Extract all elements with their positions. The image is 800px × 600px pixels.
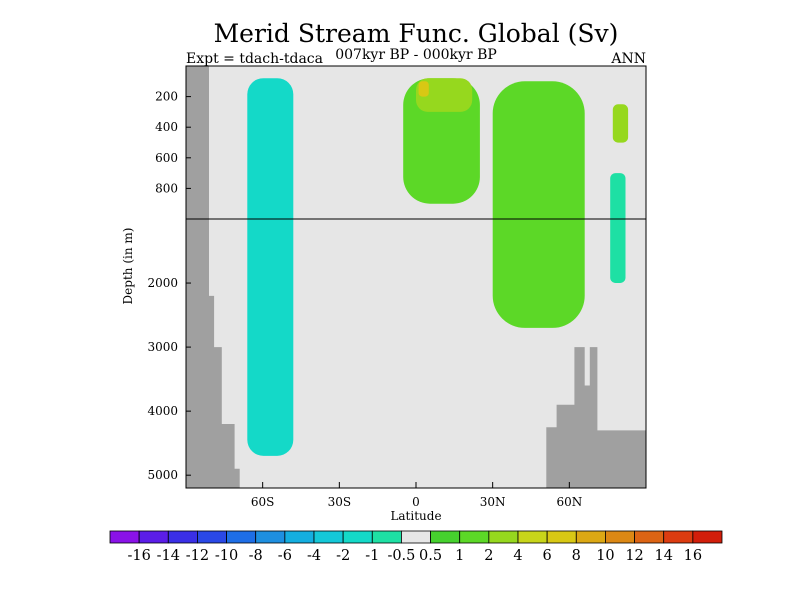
colorbar-label: 1 — [455, 548, 464, 564]
colorbar-swatch — [401, 530, 431, 544]
x-tick-label: 0 — [412, 495, 420, 509]
contour-region-arctic-negative — [610, 173, 626, 283]
colorbar-swatch — [226, 530, 257, 544]
colorbar-label: 4 — [513, 548, 522, 564]
x-axis-label: Latitude — [390, 509, 441, 523]
colorbar-label: -8 — [249, 548, 263, 564]
subtitle-right: ANN — [610, 51, 646, 67]
colorbar-label: 14 — [654, 548, 672, 564]
x-axis-ticks: 60S 30S 0 30N 60N — [251, 482, 582, 509]
contour-region-southern-cell — [247, 78, 294, 456]
y-tick-label: 3000 — [147, 340, 178, 354]
y-tick-label: 2000 — [147, 276, 178, 290]
y-axis-ticks: 200 400 600 800 2000 3000 4000 5000 — [147, 90, 191, 482]
y-tick-label: 800 — [155, 181, 178, 195]
colorbar-swatch — [342, 530, 373, 544]
land-mask — [186, 66, 646, 488]
northern-ridge-land — [546, 347, 646, 488]
colorbar-swatch — [605, 530, 635, 544]
colorbar-label: 12 — [625, 548, 643, 564]
colorbar: -16 -14 -12 -10 -8 -6 -4 -2 -1 -0.5 0.5 1 2 4 6 8 10 12 14… — [109, 530, 723, 564]
colorbar-label: 6 — [543, 548, 552, 564]
colorbar-swatch — [371, 530, 402, 544]
contour-region-northern-cell — [492, 81, 585, 328]
x-tick-label: 60N — [556, 495, 582, 509]
colorbar-swatch — [692, 530, 723, 544]
contour-region-tropical-upper-core — [416, 78, 473, 112]
x-tick-label: 60S — [251, 495, 275, 509]
colorbar-label: -4 — [307, 548, 321, 564]
colorbar-swatch — [430, 530, 461, 544]
x-tick-label: 30S — [328, 495, 352, 509]
colorbar-swatch — [138, 530, 169, 544]
y-axis-label: Depth (in m) — [121, 228, 135, 305]
contour-region-southern-cell-core — [255, 81, 263, 437]
colorbar-swatch — [197, 530, 227, 544]
x-tick-label: 30N — [480, 495, 506, 509]
colorbar-label: -1 — [365, 548, 379, 564]
colorbar-swatch — [109, 530, 140, 544]
colorbar-swatch — [313, 530, 344, 544]
subtitle-left: Expt = tdach-tdaca — [186, 51, 323, 67]
chart-title: Merid Stream Func. Global (Sv) — [214, 19, 619, 48]
colorbar-label: -6 — [278, 548, 292, 564]
colorbar-label: -14 — [157, 548, 180, 564]
subtitle-center: 007kyr BP - 000kyr BP — [335, 47, 497, 63]
colorbar-swatch — [459, 530, 490, 544]
colorbar-swatch — [634, 530, 665, 544]
colorbar-label: -0.5 — [387, 548, 415, 564]
colorbar-label: 16 — [684, 548, 702, 564]
contour-fields — [247, 78, 629, 456]
plot-area: 60S 30S 0 30N 60N 200 400 600 800 2000 3000 4000 50… — [147, 65, 647, 509]
colorbar-swatch — [284, 530, 315, 544]
colorbar-swatch — [517, 530, 548, 544]
y-tick-label: 200 — [155, 90, 178, 104]
colorbar-label: 0.5 — [419, 548, 442, 564]
colorbar-label: 8 — [572, 548, 581, 564]
colorbar-swatch — [167, 530, 198, 544]
y-tick-label: 4000 — [147, 404, 178, 418]
contour-region-tropical-max-core — [418, 81, 429, 97]
y-tick-label: 5000 — [147, 468, 178, 482]
colorbar-label: -12 — [186, 548, 209, 564]
colorbar-swatch — [663, 530, 694, 544]
colorbar-label: -10 — [215, 548, 238, 564]
y-tick-label: 400 — [155, 120, 178, 134]
contour-region-northern-upper-core — [612, 104, 629, 143]
y-tick-label: 600 — [155, 151, 178, 165]
colorbar-swatch — [488, 530, 519, 544]
colorbar-label: -2 — [336, 548, 350, 564]
colorbar-label: 10 — [596, 548, 614, 564]
colorbar-swatch — [575, 530, 606, 544]
colorbar-swatch — [546, 530, 577, 544]
antarctic-land — [186, 66, 240, 488]
colorbar-swatch — [255, 530, 286, 544]
colorbar-label: -16 — [127, 548, 150, 564]
colorbar-label: 2 — [484, 548, 493, 564]
